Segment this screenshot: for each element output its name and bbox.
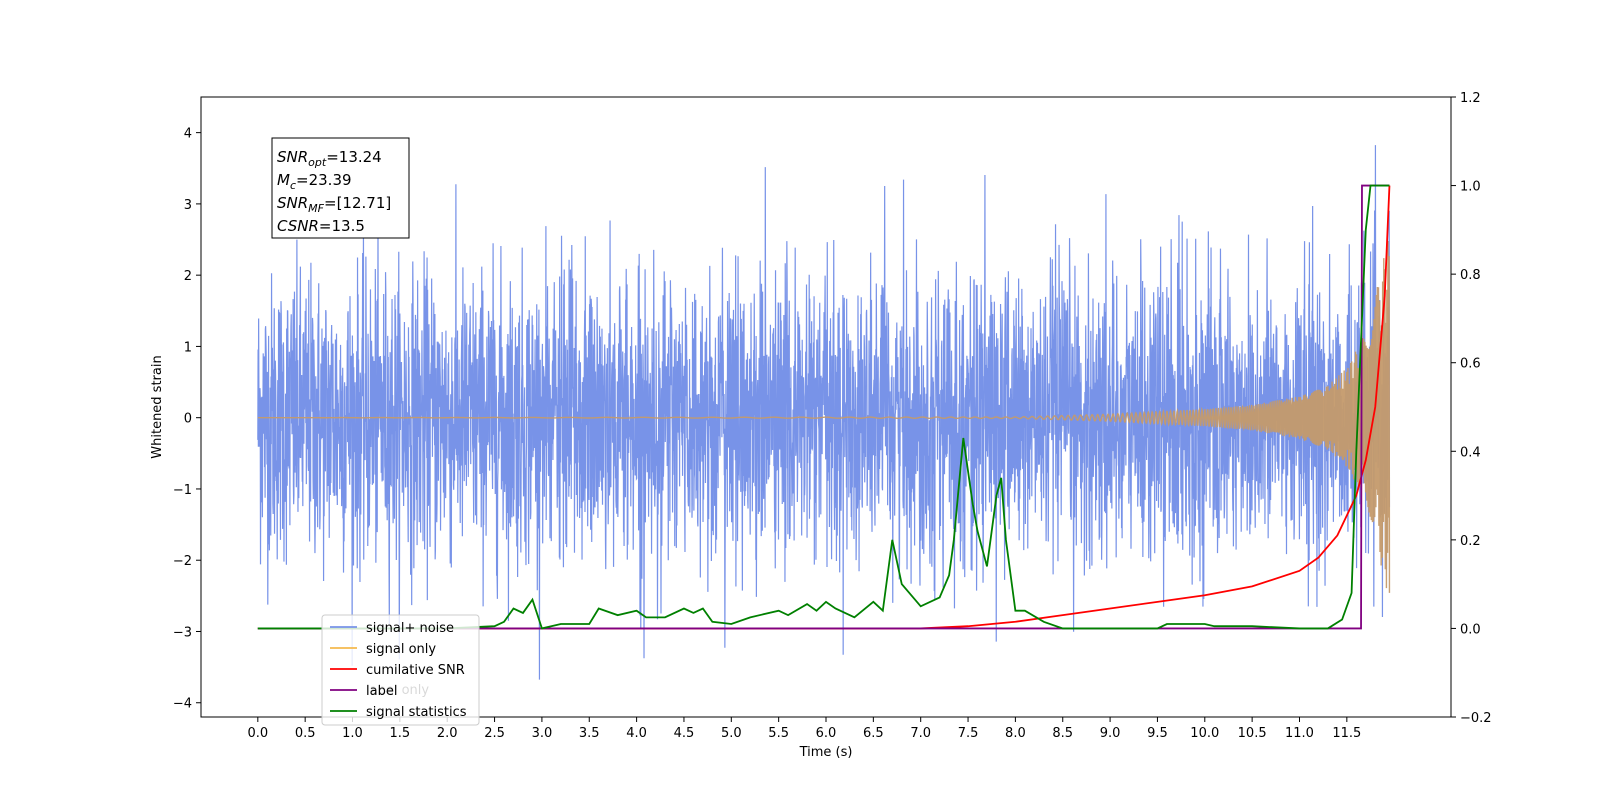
y-right-tick-label: 0.8 [1460, 268, 1481, 283]
legend-frame [321, 614, 480, 726]
annotation-line: Mc=23.39 [277, 171, 352, 192]
x-tick-label: 1.0 [342, 726, 363, 741]
x-tick-label: 3.5 [579, 726, 600, 741]
annotation-line: SNRMF=[12.71] [277, 194, 391, 215]
x-tick-label: 6.0 [816, 726, 837, 741]
annotation-frame [271, 137, 410, 239]
y-left-tick-label: 1 [184, 340, 192, 355]
y-right-tick-label: 0.2 [1460, 534, 1481, 549]
x-tick-label: 2.5 [484, 726, 505, 741]
y-right-tick-label: 0.4 [1460, 445, 1481, 460]
legend-label: label [366, 684, 397, 699]
series-signal-noise [257, 145, 1391, 680]
y-axis-label: Whitened strain [150, 355, 165, 458]
y-left-tick-label: −4 [173, 697, 192, 712]
x-tick-label: 1.5 [390, 726, 411, 741]
x-tick-label: 10.0 [1190, 726, 1219, 741]
x-tick-label: 10.5 [1238, 726, 1267, 741]
x-tick-label: 6.5 [863, 726, 884, 741]
x-tick-label: 3.0 [532, 726, 553, 741]
legend-label: cumilative SNR [366, 663, 465, 678]
y-left-tick-label: −1 [173, 483, 192, 498]
legend-label: signal+ noise [366, 621, 454, 636]
x-tick-label: 0.5 [295, 726, 316, 741]
y-right-tick-label: 1.0 [1460, 180, 1481, 195]
y-right-tick-label: −0.2 [1460, 711, 1492, 726]
annotation-line: SNRopt=13.24 [277, 148, 382, 169]
y-left-tick-label: 4 [184, 127, 192, 142]
x-tick-label: 4.0 [626, 726, 647, 741]
x-tick-label: 7.0 [910, 726, 931, 741]
x-tick-label: 7.5 [958, 726, 979, 741]
series-signal-statistics-line [257, 184, 1390, 630]
x-tick-label: 8.0 [1005, 726, 1026, 741]
y-right-tick-label: 1.2 [1460, 91, 1481, 106]
legend-hidden-text: label only [366, 683, 429, 698]
legend-item: signal only [330, 642, 436, 657]
series-cumulative-snr-line [257, 185, 1391, 630]
x-tick-label: 0.0 [247, 726, 268, 741]
series-signal-statistics [257, 184, 1390, 630]
x-tick-label: 5.0 [721, 726, 742, 741]
axes-layer: 0.0 0.5 1.0 1.5 2.0 2.5 3.0 3.5 4.0 4.5 5.0 5.5 6.0 6… [173, 91, 1492, 741]
legend-item: label [330, 684, 397, 699]
x-tick-label: 5.5 [768, 726, 789, 741]
series-cumulative-snr [257, 185, 1391, 630]
x-tick-label: 4.5 [674, 726, 695, 741]
x-tick-label: 11.0 [1285, 726, 1314, 741]
legend-label: signal only [366, 642, 436, 657]
legend-item: signal statistics [330, 705, 467, 720]
x-tick-label: 9.0 [1100, 726, 1121, 741]
y-right-tick-label: 0.0 [1460, 622, 1481, 637]
y-right-tick-label: 0.6 [1460, 357, 1481, 372]
x-tick-label: 11.5 [1332, 726, 1361, 741]
legend: label only signal+ noise signal only cumila… [321, 614, 480, 726]
legend-item: signal+ noise [330, 621, 454, 636]
y-left-tick-label: 0 [184, 412, 192, 427]
y-left-tick-label: 2 [184, 269, 192, 284]
x-tick-label: 9.5 [1147, 726, 1168, 741]
y-left-tick-label: −2 [173, 554, 192, 569]
plot-layer [257, 145, 1391, 680]
x-tick-label: 8.5 [1052, 726, 1073, 741]
legend-item: cumilative SNR [330, 663, 465, 678]
y-left-tick-label: −3 [173, 625, 192, 640]
legend-label: signal statistics [366, 705, 467, 720]
x-axis-label: Time (s) [799, 745, 853, 760]
y-left-tick-label: 3 [184, 198, 192, 213]
x-tick-label: 2.0 [437, 726, 458, 741]
series-signal-only [257, 241, 1391, 593]
annotation-line: CSNR=13.5 [277, 217, 365, 235]
